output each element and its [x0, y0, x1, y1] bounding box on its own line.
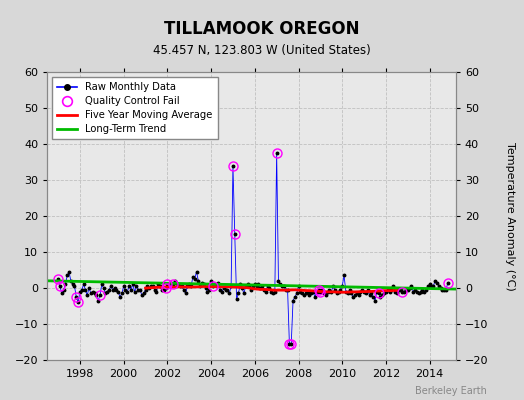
Legend: Raw Monthly Data, Quality Control Fail, Five Year Moving Average, Long-Term Tren: Raw Monthly Data, Quality Control Fail, …	[52, 77, 217, 139]
Y-axis label: Temperature Anomaly (°C): Temperature Anomaly (°C)	[505, 142, 515, 290]
Text: 45.457 N, 123.803 W (United States): 45.457 N, 123.803 W (United States)	[153, 44, 371, 57]
Text: Berkeley Earth: Berkeley Earth	[416, 386, 487, 396]
Text: TILLAMOOK OREGON: TILLAMOOK OREGON	[164, 20, 360, 38]
